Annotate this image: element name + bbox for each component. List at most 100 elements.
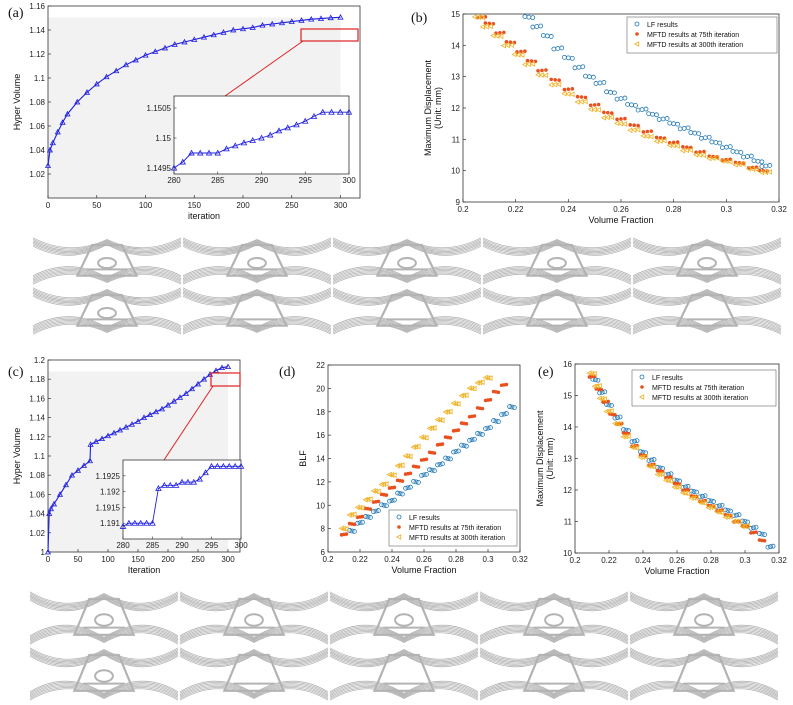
- inset-line: [122, 465, 241, 527]
- lf-point: [608, 89, 613, 95]
- mftd300-point: [617, 421, 623, 428]
- mftd300-point: [595, 106, 601, 113]
- mftd300-point: [662, 477, 669, 484]
- truss-top-chord: [32, 237, 182, 249]
- mftd300-point: [487, 375, 493, 382]
- mftd75-point: [368, 507, 373, 511]
- truss-top-chord: [482, 291, 632, 302]
- inset-y-tick-label: 1.1495: [147, 164, 172, 173]
- mftd300-point: [716, 509, 722, 515]
- legend-label: MFTD results at 300th iteration: [409, 535, 505, 542]
- truss-top-chord: [182, 237, 332, 249]
- y-tick-label: 12: [451, 104, 460, 113]
- lf-point: [685, 483, 691, 489]
- lf-point: [479, 432, 485, 437]
- truss-bottom-chord: [179, 626, 329, 639]
- lf-point: [649, 457, 654, 463]
- lf-point: [485, 425, 491, 431]
- y-tick-label: 15: [451, 10, 460, 19]
- hypervolume-point: [132, 56, 139, 63]
- truss-bottom-chord: [179, 629, 329, 642]
- mftd75-point: [628, 123, 633, 127]
- inset-point: [249, 136, 257, 143]
- mftd300-point: [426, 425, 432, 432]
- x-tick-label: 0.22: [508, 205, 524, 214]
- truss-bottom-chord: [479, 684, 629, 697]
- truss-bottom-chord: [629, 685, 779, 698]
- truss-top-chord: [32, 241, 182, 252]
- mftd300-point: [605, 408, 612, 415]
- truss-top-chord: [629, 592, 779, 605]
- mftd300-point: [639, 454, 646, 460]
- mftd300-point: [666, 142, 672, 149]
- truss-top-chord: [332, 243, 482, 255]
- mftd300-point: [586, 370, 592, 377]
- truss-top-chord: [29, 598, 179, 612]
- mftd300-point: [671, 484, 677, 491]
- x-tick-label: 0.3: [739, 556, 751, 565]
- truss-bottom-chord: [332, 273, 482, 285]
- truss-top-chord: [629, 591, 779, 604]
- mftd300-point: [354, 504, 360, 511]
- inset-point: [220, 462, 227, 469]
- panel-label-b: (b): [411, 11, 428, 26]
- mftd75-point: [681, 144, 685, 149]
- truss-top-chord: [29, 592, 179, 605]
- mftd300-point: [431, 424, 437, 431]
- lf-point: [671, 121, 677, 127]
- truss-top-chord: [329, 654, 479, 668]
- truss-bottom-chord: [32, 267, 182, 279]
- mftd75-point: [496, 390, 501, 395]
- lf-point: [477, 431, 483, 437]
- hypervolume-point: [176, 394, 184, 400]
- mftd75-point: [408, 471, 413, 476]
- truss-bottom-chord: [179, 688, 329, 701]
- truss-cell: [179, 591, 329, 645]
- mftd75-point: [579, 95, 584, 99]
- inset-point: [131, 519, 139, 526]
- lf-point: [685, 125, 691, 131]
- mftd300-point: [452, 400, 459, 407]
- truss-web: [225, 243, 289, 277]
- lf-point: [555, 46, 561, 51]
- legend-label: LF results: [409, 515, 440, 522]
- lf-point: [357, 520, 363, 526]
- mftd300-point: [348, 511, 355, 518]
- mftd75-point: [632, 123, 636, 128]
- lf-point: [604, 89, 609, 95]
- mftd75-point: [675, 140, 680, 144]
- mftd75-point: [583, 95, 588, 100]
- truss-hole: [394, 613, 414, 627]
- truss-top-chord: [479, 597, 629, 610]
- mftd75-point: [671, 140, 676, 145]
- hypervolume-point: [164, 401, 172, 408]
- hypervolume-point: [188, 385, 196, 392]
- mftd300-point: [651, 463, 657, 470]
- truss-bottom-chord: [332, 316, 482, 328]
- truss-top-chord: [482, 293, 632, 305]
- mftd300-point: [423, 434, 429, 441]
- truss-top-chord: [479, 592, 629, 605]
- inset-point: [149, 519, 156, 526]
- mftd300-point: [740, 161, 746, 167]
- lf-point: [668, 471, 674, 477]
- hypervolume-point: [93, 80, 100, 87]
- truss-bottom-chord: [632, 321, 782, 332]
- lf-point: [447, 456, 453, 462]
- lf-point: [609, 403, 614, 408]
- truss-web: [672, 597, 736, 636]
- mftd300-point: [693, 151, 699, 158]
- lf-point: [435, 462, 441, 468]
- truss-cell: [482, 287, 632, 335]
- mftd300-point: [670, 142, 676, 149]
- truss-top-chord: [332, 293, 482, 305]
- truss-top-chord: [182, 290, 332, 301]
- truss-bottom-chord: [32, 316, 182, 328]
- hypervolume-point: [56, 491, 64, 497]
- lf-point: [770, 543, 776, 549]
- mftd300-point: [642, 453, 648, 460]
- mftd300-point: [724, 513, 731, 520]
- y-tick-label: 1.12: [29, 433, 45, 442]
- mftd75-point: [592, 103, 597, 107]
- mftd300-point: [383, 481, 389, 487]
